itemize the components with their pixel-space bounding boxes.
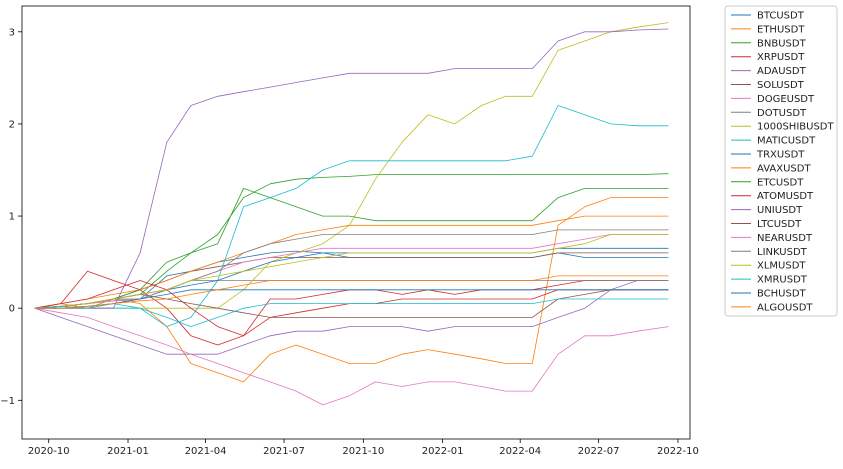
y-tick-label: 2 (9, 119, 15, 130)
legend-label: ADAUSDT (757, 66, 807, 77)
legend-label: XLMUSDT (757, 261, 806, 272)
legend-label: UNIUSDT (757, 205, 803, 216)
legend-label: AVAXUSDT (757, 163, 811, 174)
y-tick-label: −1 (0, 396, 15, 407)
series-line-ethusdt (34, 197, 669, 383)
legend-label: SOLUSDT (757, 80, 805, 91)
legend-label: LINKUSDT (757, 247, 808, 258)
legend-label: ATOMUSDT (757, 191, 814, 202)
x-axis: 2020-10 2021-01 2021-04 2021-07 2021-10 2022-… (28, 439, 699, 457)
series-line-etcusdt (34, 187, 669, 309)
y-tick-label: 3 (9, 27, 15, 38)
legend-label: DOGEUSDT (757, 94, 815, 105)
legend-box (724, 5, 838, 317)
legend-label: TRXUSDT (756, 150, 805, 161)
legend-label: NEARUSDT (757, 233, 813, 244)
y-axis: −1 0 1 2 3 (0, 27, 22, 407)
legend-label: 1000SHIBUSDT (757, 122, 834, 133)
legend-label: BTCUSDT (757, 11, 805, 22)
legend-label: ETHUSDT (757, 24, 805, 35)
series-line-algousdt (34, 275, 669, 309)
x-tick-label: 2021-01 (107, 446, 149, 457)
series-line-xmrusdt (34, 298, 669, 328)
legend-label: BCHUSDT (757, 289, 807, 300)
legend-label: LTCUSDT (757, 219, 802, 230)
x-tick-label: 2021-04 (185, 446, 227, 457)
legend-label: DOTUSDT (757, 108, 807, 119)
series-line-xlmusdt (34, 234, 669, 309)
series-layer (34, 22, 669, 406)
legend-label: XMRUSDT (757, 275, 808, 286)
legend-label: XRPUSDT (757, 52, 805, 63)
legend-label: ETCUSDT (757, 177, 804, 188)
series-line-bchusdt (34, 289, 669, 309)
x-tick-label: 2021-07 (263, 446, 305, 457)
x-tick-label: 2022-01 (422, 446, 464, 457)
series-line-dogeusdt (34, 307, 669, 406)
x-tick-label: 2022-04 (499, 446, 541, 457)
x-tick-label: 2021-10 (342, 446, 384, 457)
x-tick-label: 2022-07 (578, 446, 620, 457)
legend-label: ALGOUSDT (757, 302, 813, 313)
series-line-adausdt (34, 280, 669, 355)
legend-label: MATICUSDT (757, 136, 816, 147)
series-line-uniusdt (34, 28, 669, 309)
x-tick-label: 2022-10 (657, 446, 699, 457)
legend-label: BNBUSDT (757, 38, 807, 49)
y-tick-label: 1 (9, 212, 15, 223)
x-tick-label: 2020-10 (28, 446, 70, 457)
plot-area (21, 5, 691, 440)
legend: BTCUSDT ETHUSDT BNBUSDT XRPUSDT ADAUSDT SOLUS… (724, 5, 838, 317)
y-tick-label: 0 (9, 304, 15, 315)
